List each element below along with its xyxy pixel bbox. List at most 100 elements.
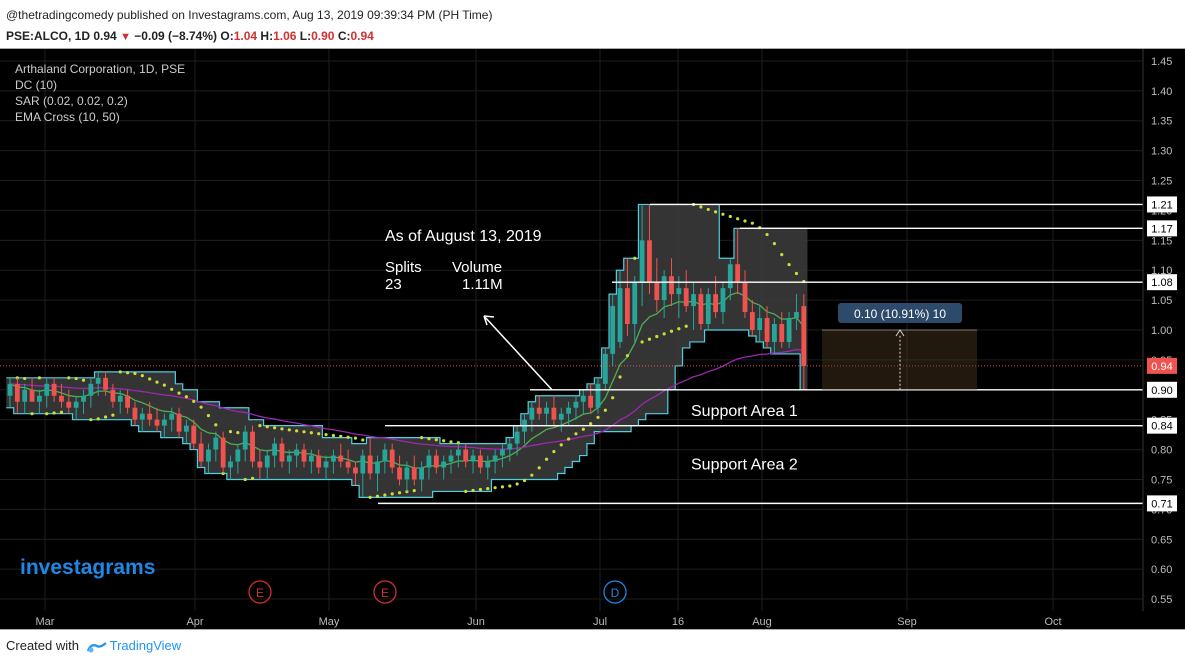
candle[interactable] — [463, 443, 469, 468]
price-chart[interactable]: 0.10 (10.91%) 10 As of August 13, 2019 Spl… — [0, 48, 1185, 630]
earnings-marker[interactable]: E — [373, 580, 397, 604]
candle[interactable] — [727, 258, 733, 301]
candle[interactable] — [764, 306, 770, 348]
candle[interactable] — [250, 425, 255, 468]
candle[interactable] — [691, 282, 696, 330]
candle[interactable] — [213, 431, 219, 462]
candle[interactable] — [544, 401, 549, 426]
candle[interactable] — [632, 276, 638, 342]
candle[interactable] — [558, 407, 564, 432]
candle[interactable] — [154, 407, 160, 432]
candle[interactable] — [22, 383, 28, 414]
candle[interactable] — [389, 443, 395, 474]
candle[interactable] — [176, 407, 182, 438]
candle[interactable] — [198, 431, 204, 468]
candle[interactable] — [375, 455, 380, 492]
candle[interactable] — [73, 395, 79, 420]
candle[interactable] — [242, 425, 248, 462]
candle[interactable] — [661, 270, 667, 319]
candle[interactable] — [749, 300, 755, 336]
candle[interactable] — [433, 449, 439, 474]
candle[interactable] — [147, 401, 153, 426]
tradingview-link[interactable]: TradingView — [109, 638, 182, 653]
candle[interactable] — [132, 401, 138, 426]
candle[interactable] — [441, 455, 447, 480]
candle[interactable] — [44, 377, 50, 408]
candle[interactable] — [95, 371, 101, 396]
candle[interactable] — [184, 419, 189, 444]
candle[interactable] — [470, 449, 476, 474]
candle[interactable] — [161, 413, 167, 438]
candle[interactable] — [37, 389, 42, 414]
candle[interactable] — [279, 437, 285, 468]
candle[interactable] — [110, 383, 116, 408]
candle[interactable] — [228, 455, 233, 480]
candle[interactable] — [404, 461, 410, 492]
candle[interactable] — [573, 395, 579, 420]
candle[interactable] — [81, 389, 86, 414]
candle[interactable] — [125, 389, 130, 414]
candle[interactable] — [610, 294, 616, 366]
candle[interactable] — [331, 449, 336, 474]
candle[interactable] — [323, 455, 329, 480]
candle[interactable] — [257, 449, 263, 480]
candle[interactable] — [294, 443, 300, 468]
candle[interactable] — [397, 455, 402, 486]
candle[interactable] — [308, 449, 314, 474]
ticker-symbol[interactable]: PSE:ALCO, 1D — [6, 29, 91, 43]
candle[interactable] — [492, 449, 498, 474]
candle[interactable] — [220, 431, 226, 474]
candle[interactable] — [588, 383, 594, 414]
candle[interactable] — [647, 204, 652, 295]
dividend-marker[interactable]: D — [603, 580, 627, 604]
candle[interactable] — [235, 443, 241, 474]
candle[interactable] — [779, 312, 785, 348]
earnings-marker[interactable]: E — [248, 580, 272, 604]
candle[interactable] — [419, 461, 424, 492]
candle[interactable] — [698, 288, 704, 330]
candle[interactable] — [625, 258, 630, 336]
candle[interactable] — [338, 443, 344, 468]
candle[interactable] — [705, 288, 711, 330]
candle[interactable] — [757, 306, 763, 342]
candle[interactable] — [353, 461, 358, 486]
candle[interactable] — [742, 270, 748, 319]
candle[interactable] — [639, 204, 645, 307]
candle[interactable] — [514, 425, 520, 456]
candle[interactable] — [617, 270, 623, 348]
candle[interactable] — [676, 276, 682, 319]
candle[interactable] — [426, 449, 432, 480]
candle[interactable] — [316, 449, 322, 474]
candle[interactable] — [367, 437, 373, 480]
candle[interactable] — [264, 449, 270, 480]
candle[interactable] — [29, 377, 35, 402]
candle[interactable] — [169, 407, 175, 432]
candle[interactable] — [794, 294, 799, 330]
candle[interactable] — [713, 276, 718, 319]
candle[interactable] — [507, 437, 513, 462]
candle[interactable] — [529, 401, 535, 432]
candle[interactable] — [301, 443, 307, 468]
candle[interactable] — [720, 282, 726, 325]
candle[interactable] — [7, 377, 13, 408]
candle[interactable] — [551, 395, 557, 426]
candle[interactable] — [51, 377, 57, 402]
candle[interactable] — [683, 270, 689, 313]
candle[interactable] — [500, 443, 505, 468]
candle[interactable] — [536, 395, 542, 420]
candle[interactable] — [272, 437, 277, 468]
candle[interactable] — [360, 449, 366, 498]
candle[interactable] — [103, 371, 108, 396]
candle[interactable] — [66, 389, 72, 414]
candle[interactable] — [206, 443, 211, 474]
candle[interactable] — [735, 228, 741, 295]
candle[interactable] — [602, 347, 608, 390]
candle[interactable] — [139, 407, 145, 432]
candle[interactable] — [566, 401, 571, 426]
candle[interactable] — [59, 383, 64, 408]
candle[interactable] — [580, 389, 586, 414]
candle[interactable] — [117, 389, 123, 414]
candle[interactable] — [448, 449, 454, 474]
candle[interactable] — [14, 377, 20, 414]
candle[interactable] — [772, 318, 777, 354]
